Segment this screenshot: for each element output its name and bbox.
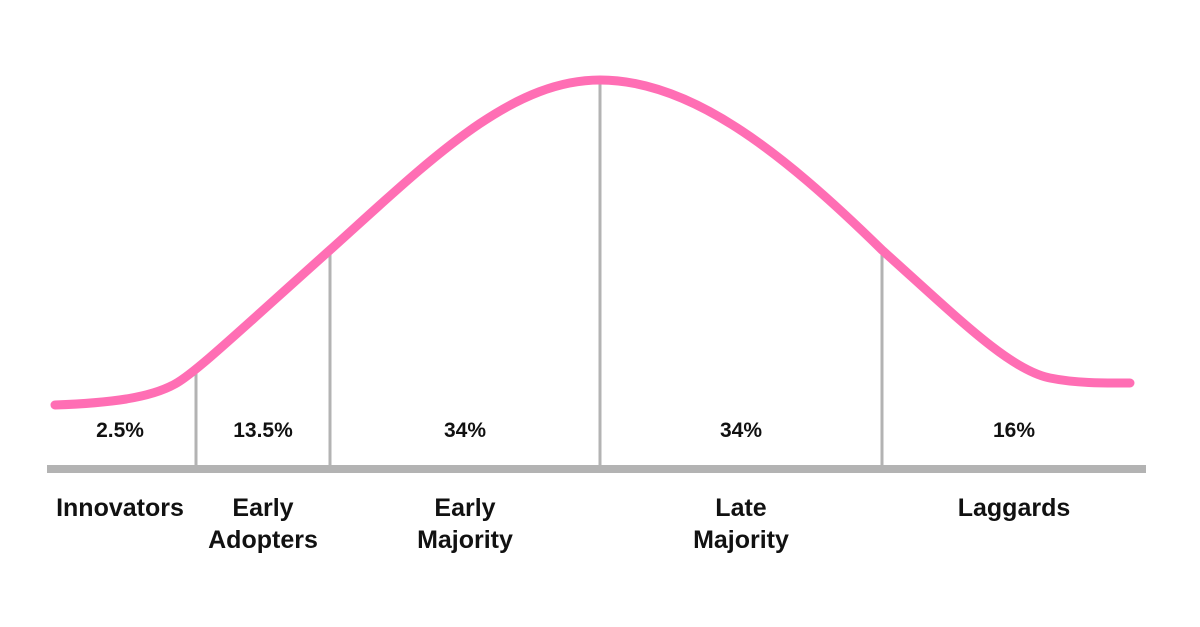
label-early-majority: Early Majority — [365, 492, 565, 556]
percent-early-adopters: 13.5% — [233, 419, 293, 442]
percent-late-majority: 34% — [719, 419, 763, 442]
percent-laggards: 16% — [992, 419, 1036, 442]
label-early-majority-line-2: Majority — [417, 526, 513, 554]
label-early-majority-line-1: Early — [434, 494, 496, 522]
label-innovators-line-1: Innovators — [56, 494, 184, 522]
percent-innovators: 2.5% — [96, 419, 144, 442]
percent-early-majority: 34% — [443, 419, 487, 442]
label-late-majority-line-2: Majority — [693, 526, 789, 554]
label-early-adopters: Early Adopters — [163, 492, 363, 556]
label-early-adopters-line-2: Adopters — [208, 526, 318, 554]
label-laggards: Laggards — [914, 492, 1114, 524]
label-innovators: Innovators — [20, 492, 220, 524]
label-late-majority-line-1: Late — [715, 494, 767, 522]
label-early-adopters-line-1: Early — [232, 494, 294, 522]
label-laggards-line-1: Laggards — [957, 494, 1071, 522]
label-late-majority: Late Majority — [641, 492, 841, 556]
bell-curve — [50, 75, 1135, 410]
